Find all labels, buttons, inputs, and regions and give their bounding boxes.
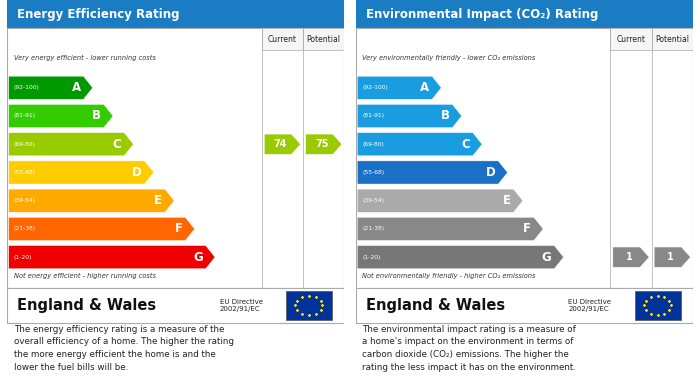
Polygon shape xyxy=(357,161,508,184)
Text: (21-38): (21-38) xyxy=(363,226,384,231)
Text: EU Directive
2002/91/EC: EU Directive 2002/91/EC xyxy=(568,299,611,312)
Polygon shape xyxy=(357,246,564,269)
Bar xyxy=(610,28,652,50)
Text: A: A xyxy=(71,81,80,94)
Text: (69-80): (69-80) xyxy=(363,142,384,147)
Text: F: F xyxy=(523,222,531,235)
Polygon shape xyxy=(8,189,174,212)
Text: F: F xyxy=(174,222,183,235)
Text: C: C xyxy=(113,138,122,151)
Text: (39-54): (39-54) xyxy=(14,198,36,203)
Text: Energy Efficiency Rating: Energy Efficiency Rating xyxy=(17,7,180,21)
Text: Very environmentally friendly - lower CO₂ emissions: Very environmentally friendly - lower CO… xyxy=(363,56,536,61)
Text: Current: Current xyxy=(268,35,297,44)
Text: D: D xyxy=(132,166,142,179)
FancyBboxPatch shape xyxy=(7,0,344,28)
Text: C: C xyxy=(461,138,470,151)
Bar xyxy=(7,28,344,288)
Text: 1: 1 xyxy=(626,252,633,262)
Text: The energy efficiency rating is a measure of the
overall efficiency of a home. T: The energy efficiency rating is a measur… xyxy=(14,325,234,372)
Text: The environmental impact rating is a measure of
a home's impact on the environme: The environmental impact rating is a mea… xyxy=(363,325,576,372)
Text: (92-100): (92-100) xyxy=(14,85,40,90)
Polygon shape xyxy=(8,246,215,269)
Bar xyxy=(303,28,344,50)
Text: G: G xyxy=(193,251,203,264)
Polygon shape xyxy=(357,104,462,127)
Text: (81-91): (81-91) xyxy=(14,113,36,118)
Text: G: G xyxy=(542,251,552,264)
Text: Potential: Potential xyxy=(307,35,341,44)
Polygon shape xyxy=(8,217,195,240)
Polygon shape xyxy=(264,134,300,154)
Text: (1-20): (1-20) xyxy=(14,255,32,260)
Text: (55-68): (55-68) xyxy=(363,170,384,175)
Text: (39-54): (39-54) xyxy=(363,198,384,203)
Polygon shape xyxy=(8,133,134,156)
Polygon shape xyxy=(357,76,441,99)
Text: Current: Current xyxy=(617,35,645,44)
Text: D: D xyxy=(486,166,496,179)
Text: Very energy efficient - lower running costs: Very energy efficient - lower running co… xyxy=(14,56,155,61)
Text: E: E xyxy=(154,194,162,207)
Text: Potential: Potential xyxy=(655,35,690,44)
Text: B: B xyxy=(441,109,449,122)
Bar xyxy=(7,288,344,323)
Bar xyxy=(652,28,693,50)
Polygon shape xyxy=(8,76,92,99)
Text: (55-68): (55-68) xyxy=(14,170,36,175)
Text: Environmental Impact (CO₂) Rating: Environmental Impact (CO₂) Rating xyxy=(365,7,598,21)
Text: (21-38): (21-38) xyxy=(14,226,36,231)
Bar xyxy=(286,291,332,320)
Text: England & Wales: England & Wales xyxy=(17,298,156,313)
FancyBboxPatch shape xyxy=(356,0,693,28)
Text: (92-100): (92-100) xyxy=(363,85,389,90)
Bar xyxy=(356,28,693,288)
Text: 1: 1 xyxy=(667,252,674,262)
Text: 75: 75 xyxy=(315,139,329,149)
Polygon shape xyxy=(654,247,690,267)
Polygon shape xyxy=(305,134,342,154)
Polygon shape xyxy=(612,247,649,267)
Text: Not environmentally friendly - higher CO₂ emissions: Not environmentally friendly - higher CO… xyxy=(363,273,536,279)
Polygon shape xyxy=(357,189,523,212)
Text: A: A xyxy=(420,81,429,94)
Text: England & Wales: England & Wales xyxy=(365,298,505,313)
Bar xyxy=(635,291,680,320)
Text: (69-80): (69-80) xyxy=(14,142,36,147)
Text: Not energy efficient - higher running costs: Not energy efficient - higher running co… xyxy=(14,273,155,279)
Bar xyxy=(356,288,693,323)
Text: 74: 74 xyxy=(274,139,287,149)
Polygon shape xyxy=(357,217,543,240)
Polygon shape xyxy=(357,133,482,156)
Text: B: B xyxy=(92,109,101,122)
Polygon shape xyxy=(8,104,113,127)
Text: (81-91): (81-91) xyxy=(363,113,384,118)
Bar xyxy=(262,28,303,50)
Polygon shape xyxy=(8,161,154,184)
Text: E: E xyxy=(503,194,511,207)
Text: (1-20): (1-20) xyxy=(363,255,381,260)
Text: EU Directive
2002/91/EC: EU Directive 2002/91/EC xyxy=(220,299,262,312)
